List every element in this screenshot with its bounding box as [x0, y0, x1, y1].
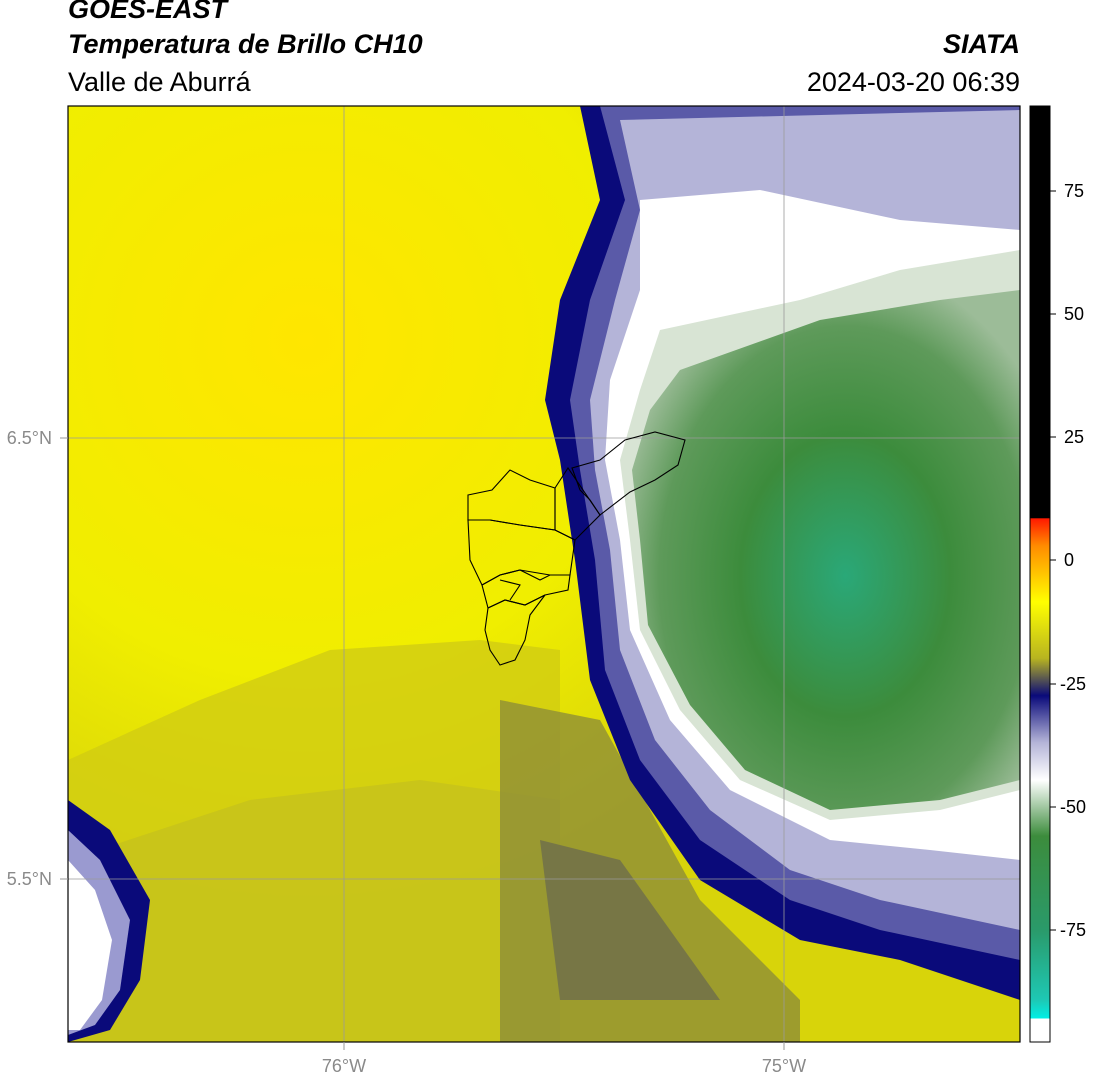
lat-tick-6-5n: 6.5°N [7, 428, 52, 448]
colorbar: 75 50 25 0 -25 -50 -75 [1029, 105, 1086, 1043]
lat-tick-5-5n: 5.5°N [7, 869, 52, 889]
colorbar-tick-minus50: -50 [1060, 797, 1086, 817]
colorbar-tick-0: 0 [1064, 550, 1074, 570]
product-title: Temperatura de Brillo CH10 [68, 29, 423, 59]
brand-label: SIATA [943, 29, 1020, 59]
region-subtitle: Valle de Aburrá [68, 67, 251, 97]
timestamp-label: 2024-03-20 06:39 [806, 67, 1020, 97]
colorbar-tick-minus25: -25 [1060, 674, 1086, 694]
colorbar-tick-minus75: -75 [1060, 920, 1086, 940]
lon-tick-marks [60, 437, 785, 1050]
satellite-title: GOES-EAST [68, 0, 228, 24]
municipality-boundaries [467, 431, 686, 666]
graticule [68, 106, 1020, 1042]
colorbar-tick-75: 75 [1064, 181, 1084, 201]
temperature-field [68, 106, 1020, 1042]
map-frame [67, 105, 1021, 1043]
lon-tick-75w: 75°W [762, 1056, 806, 1076]
colorbar-tick-50: 50 [1064, 304, 1084, 324]
lon-tick-76w: 76°W [322, 1056, 366, 1076]
colorbar-tick-25: 25 [1064, 427, 1084, 447]
